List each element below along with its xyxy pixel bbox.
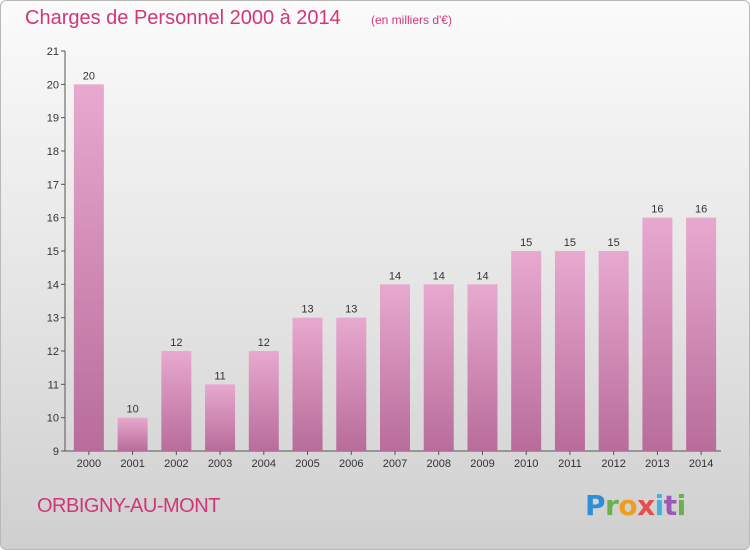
data-label-2003: 11 <box>214 370 225 382</box>
y-tick-label: 18 <box>47 146 59 158</box>
y-tick-label: 12 <box>47 346 59 358</box>
x-tick-label-2006: 2006 <box>339 458 363 470</box>
data-label-2013: 16 <box>651 204 663 216</box>
data-label-2000: 20 <box>83 70 95 82</box>
data-label-2008: 14 <box>433 270 445 282</box>
x-tick-label-2011: 2011 <box>558 458 582 470</box>
bar-2013 <box>642 217 673 451</box>
x-tick-label-2010: 2010 <box>514 458 538 470</box>
data-label-2009: 14 <box>476 270 488 282</box>
y-tick-label: 19 <box>47 113 59 125</box>
data-label-2005: 13 <box>301 304 313 316</box>
chart-subtitle: (en milliers d'€) <box>371 13 452 27</box>
bar-2003 <box>205 384 236 451</box>
bar-2011 <box>554 251 585 451</box>
bar-2000 <box>73 84 104 451</box>
x-tick-label-2014: 2014 <box>689 458 713 470</box>
city-name: ORBIGNY-AU-MONT <box>37 495 220 517</box>
x-tick-label-2004: 2004 <box>252 458 276 470</box>
bar-2014 <box>686 217 717 451</box>
x-tick-label-2003: 2003 <box>208 458 232 470</box>
x-tick-label-2012: 2012 <box>601 458 625 470</box>
data-label-2011: 15 <box>564 237 576 249</box>
bar-2004 <box>248 351 279 451</box>
bar-2005 <box>292 317 323 451</box>
data-label-2014: 16 <box>695 204 707 216</box>
bar-2008 <box>423 284 454 451</box>
x-tick-label-2005: 2005 <box>295 458 319 470</box>
x-tick-label-2001: 2001 <box>120 458 144 470</box>
x-tick-label-2008: 2008 <box>426 458 450 470</box>
bar-2010 <box>511 251 542 451</box>
data-label-2007: 14 <box>389 270 401 282</box>
bar-2006 <box>336 317 367 451</box>
bar-2007 <box>380 284 410 451</box>
y-tick-label: 9 <box>53 446 59 458</box>
proxiti-logo: Proxiti <box>585 489 686 522</box>
x-tick-label-2013: 2013 <box>645 458 669 470</box>
data-label-2001: 10 <box>126 404 138 416</box>
bar-2009 <box>467 284 498 451</box>
y-tick-label: 16 <box>47 213 59 225</box>
chart-title: Charges de Personnel 2000 à 2014 <box>25 7 341 29</box>
x-tick-label-2009: 2009 <box>470 458 494 470</box>
y-tick-label: 11 <box>48 379 59 391</box>
y-tick-label: 21 <box>47 46 59 58</box>
y-tick-label: 14 <box>47 279 59 291</box>
data-label-2002: 12 <box>170 337 182 349</box>
bar-2002 <box>161 351 192 451</box>
data-label-2012: 15 <box>608 237 620 249</box>
x-tick-label-2007: 2007 <box>383 458 407 470</box>
bar-2001 <box>117 417 148 451</box>
data-label-2004: 12 <box>258 337 270 349</box>
y-tick-label: 17 <box>47 179 59 191</box>
data-label-2010: 15 <box>520 237 532 249</box>
y-tick-label: 10 <box>47 413 59 425</box>
bar-2012 <box>598 251 629 451</box>
y-tick-label: 13 <box>47 313 59 325</box>
data-label-2006: 13 <box>345 304 357 316</box>
y-tick-label: 15 <box>47 246 59 258</box>
y-tick-label: 20 <box>47 79 59 91</box>
x-tick-label-2002: 2002 <box>164 458 188 470</box>
x-tick-label-2000: 2000 <box>77 458 101 470</box>
